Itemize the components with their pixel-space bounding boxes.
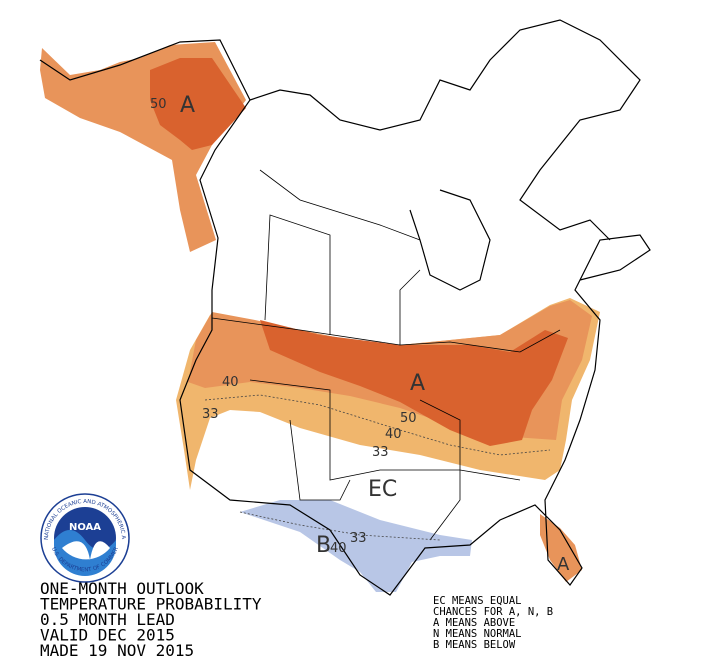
contour-label: 40 <box>330 541 347 556</box>
contour-label: 33 <box>350 531 367 546</box>
contour-label: 40 <box>385 427 402 442</box>
legend-line: A MEANS ABOVE <box>433 617 515 629</box>
title-line: MADE 19 NOV 2015 <box>40 641 194 660</box>
category-label: EC <box>368 477 397 502</box>
conus-50-area <box>260 320 568 446</box>
title-line: ONE-MONTH OUTLOOK <box>40 579 204 598</box>
map-labels: A 50 40 33 A 50 40 33 EC B 40 33 A <box>150 93 570 575</box>
border <box>399 269 421 345</box>
title-line: TEMPERATURE PROBABILITY <box>40 595 262 614</box>
category-label: A <box>557 554 570 575</box>
border <box>419 399 461 541</box>
category-label: B <box>316 533 331 558</box>
border <box>289 419 351 501</box>
category-label: A <box>180 93 195 118</box>
coastline <box>249 19 641 241</box>
title-line: 0.5 MONTH LEAD <box>40 610 175 629</box>
border <box>259 169 421 241</box>
logo-name: NOAA <box>69 522 101 533</box>
legend-line: B MEANS BELOW <box>433 639 516 651</box>
legend-line: CHANCES FOR A, N, B <box>433 606 553 618</box>
legend-line: EC MEANS EQUAL <box>433 595 522 607</box>
south-below-area <box>240 500 472 592</box>
logo-gull <box>62 541 110 560</box>
contour-label: 50 <box>150 97 167 112</box>
florida-40-area <box>540 514 582 582</box>
contour-label: 33 <box>202 407 219 422</box>
alaska-50-area <box>150 58 246 150</box>
category-label: A <box>410 371 425 396</box>
coastlines <box>39 19 651 596</box>
contour-label: 33 <box>372 445 389 460</box>
title-line: VALID DEC 2015 <box>40 626 175 645</box>
coastline <box>409 189 491 291</box>
coastline <box>39 39 651 596</box>
border <box>211 317 561 353</box>
border <box>249 379 521 481</box>
contour-label: 50 <box>400 411 417 426</box>
legend-line: N MEANS NORMAL <box>433 628 522 640</box>
contour-label: 40 <box>222 375 239 390</box>
shading <box>40 42 600 592</box>
border <box>264 214 331 335</box>
